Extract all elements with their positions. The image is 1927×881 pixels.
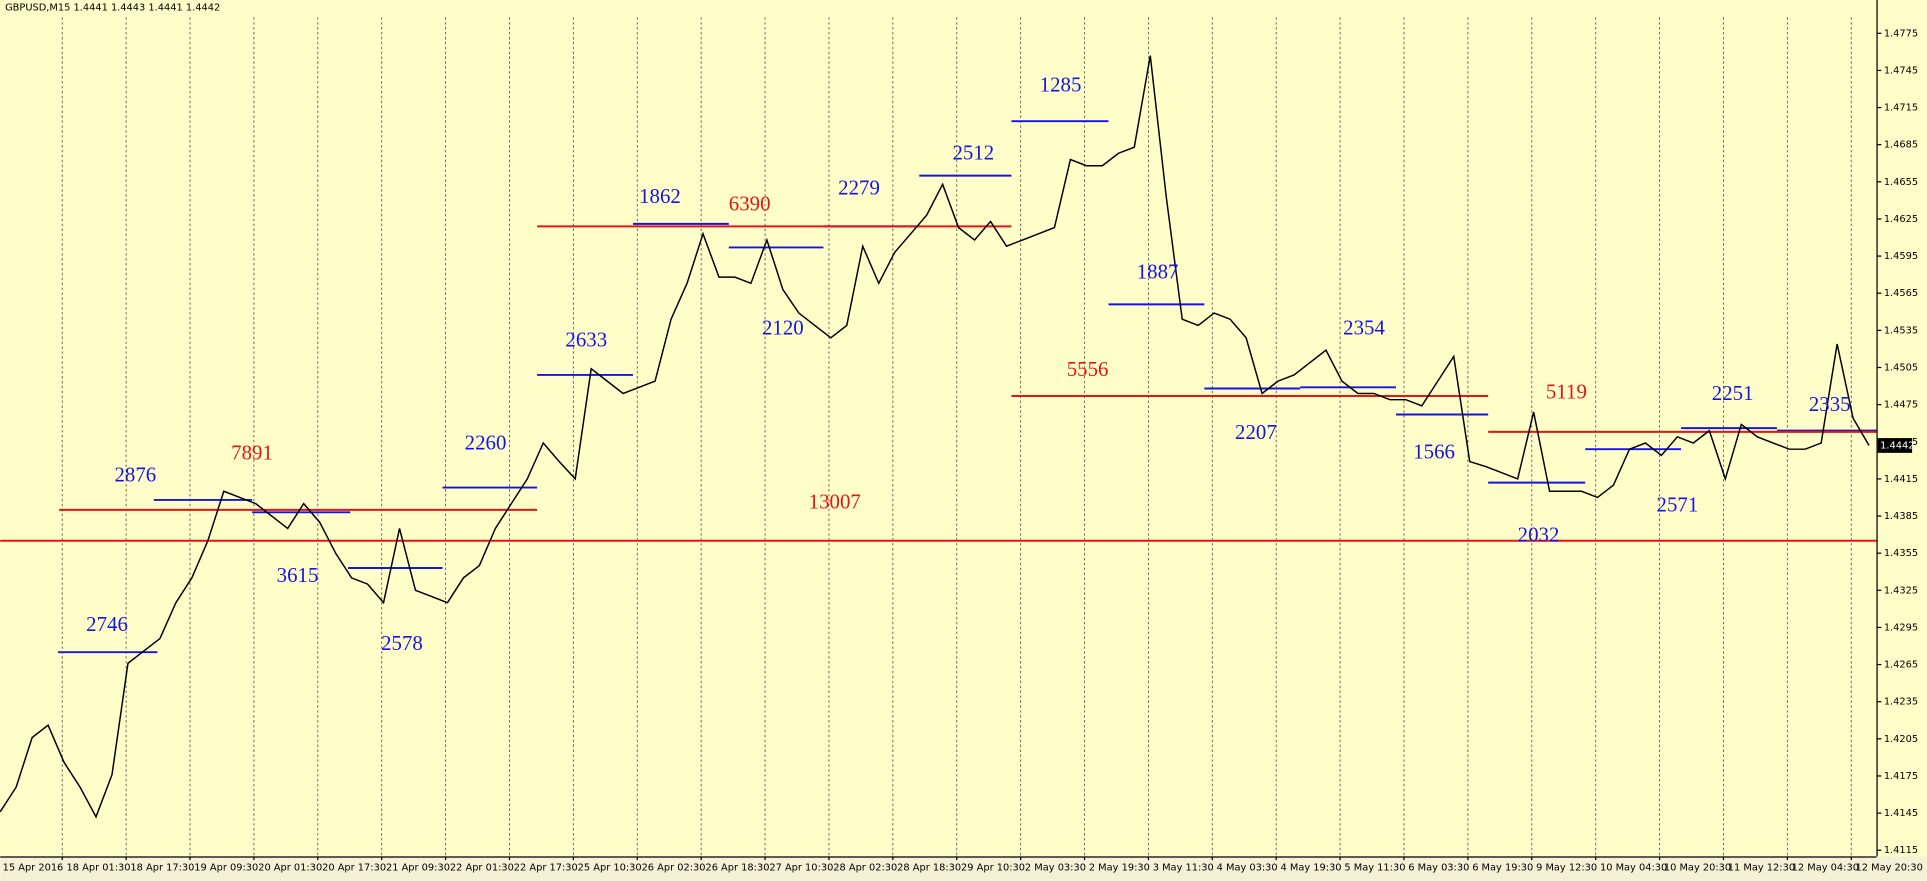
level-label: 2571 (1657, 493, 1699, 517)
current-price-label: 1.4442 (1880, 440, 1914, 451)
level-label: 1862 (639, 184, 681, 208)
x-tick-label: 20 Apr 01:30 (258, 862, 322, 873)
level-label: 1566 (1413, 440, 1455, 464)
x-tick-label: 10 May 20:30 (1664, 862, 1731, 873)
x-tick-label: 10 May 04:30 (1600, 862, 1667, 873)
y-tick-label: 1.4145 (1884, 808, 1918, 819)
x-tick-label: 20 Apr 17:30 (322, 862, 386, 873)
level-label: 2876 (114, 462, 156, 486)
y-tick-label: 1.4175 (1884, 771, 1918, 782)
x-tick-label: 11 May 12:30 (1728, 862, 1795, 873)
x-tick-label: 2 May 03:30 (1025, 862, 1086, 873)
x-tick-label: 26 Apr 02:30 (642, 862, 706, 873)
x-tick-label: 18 Apr 01:30 (67, 862, 131, 873)
y-tick-label: 1.4325 (1884, 585, 1918, 596)
y-tick-label: 1.4415 (1884, 474, 1918, 485)
level-label: 2512 (952, 141, 994, 165)
x-tick-label: 2 May 19:30 (1089, 862, 1150, 873)
x-tick-label: 6 May 03:30 (1408, 862, 1469, 873)
y-tick-label: 1.4565 (1884, 288, 1918, 299)
level-label: 6390 (729, 191, 771, 215)
y-tick-label: 1.4385 (1884, 511, 1918, 522)
level-label: 2354 (1343, 315, 1385, 339)
x-tick-label: 27 Apr 10:30 (769, 862, 833, 873)
y-tick-label: 1.4235 (1884, 697, 1918, 708)
y-tick-label: 1.4355 (1884, 548, 1918, 559)
level-label: 2633 (565, 328, 607, 352)
y-tick-label: 1.4655 (1884, 177, 1918, 188)
level-label: 1887 (1137, 259, 1179, 283)
y-tick-label: 1.4475 (1884, 400, 1918, 411)
y-tick-label: 1.4685 (1884, 140, 1918, 151)
y-tick-label: 1.4295 (1884, 622, 1918, 633)
current-price-box (1877, 438, 1913, 453)
chart-title: GBPUSD,M15 1.4441 1.4443 1.4441 1.4442 (5, 2, 220, 13)
x-tick-label: 22 Apr 17:30 (514, 862, 578, 873)
level-label: 2207 (1235, 420, 1277, 444)
y-tick-label: 1.4265 (1884, 660, 1918, 671)
x-tick-label: 4 May 03:30 (1217, 862, 1278, 873)
level-label: 5556 (1067, 357, 1109, 381)
level-label: 7891 (231, 440, 273, 464)
level-label: 2335 (1809, 392, 1851, 416)
x-tick-label: 21 Apr 09:30 (386, 862, 450, 873)
y-tick-label: 1.4715 (1884, 103, 1918, 114)
x-tick-label: 15 Apr 2016 (3, 862, 64, 873)
level-label: 1285 (1040, 73, 1082, 97)
x-tick-label: 6 May 19:30 (1472, 862, 1533, 873)
price-line (0, 55, 1870, 819)
x-tick-label: 25 Apr 10:30 (578, 862, 642, 873)
x-tick-label: 22 Apr 01:30 (450, 862, 514, 873)
level-label: 2746 (86, 612, 128, 636)
x-tick-label: 19 Apr 09:30 (194, 862, 258, 873)
level-label: 2260 (465, 430, 507, 454)
level-label: 2120 (762, 316, 804, 340)
level-label: 3615 (277, 563, 319, 587)
y-tick-label: 1.4625 (1884, 214, 1918, 225)
x-axis-band (0, 856, 1927, 881)
y-tick-label: 1.4205 (1884, 734, 1918, 745)
x-tick-label: 9 May 12:30 (1536, 862, 1597, 873)
level-label: 2032 (1518, 522, 1560, 546)
y-tick-label: 1.4745 (1884, 65, 1918, 76)
x-tick-label: 26 Apr 18:30 (705, 862, 769, 873)
y-tick-label: 1.4115 (1884, 845, 1918, 856)
x-tick-label: 4 May 19:30 (1281, 862, 1342, 873)
x-tick-label: 3 May 11:30 (1153, 862, 1214, 873)
x-tick-label: 12 May 20:30 (1856, 862, 1923, 873)
level-label: 2578 (381, 631, 423, 655)
y-tick-label: 1.4595 (1884, 251, 1918, 262)
x-tick-label: 5 May 11:30 (1344, 862, 1405, 873)
x-tick-label: 28 Apr 18:30 (897, 862, 961, 873)
x-tick-label: 18 Apr 17:30 (130, 862, 194, 873)
x-tick-label: 28 Apr 02:30 (833, 862, 897, 873)
x-tick-label: 12 May 04:30 (1792, 862, 1859, 873)
y-tick-label: 1.4505 (1884, 362, 1918, 373)
level-label: 2251 (1712, 381, 1754, 405)
y-tick-label: 1.4775 (1884, 28, 1918, 39)
level-label: 13007 (809, 490, 861, 514)
y-tick-label: 1.4535 (1884, 325, 1918, 336)
level-label: 5119 (1546, 380, 1587, 404)
level-label: 2279 (838, 175, 880, 199)
x-tick-label: 29 Apr 10:30 (961, 862, 1025, 873)
